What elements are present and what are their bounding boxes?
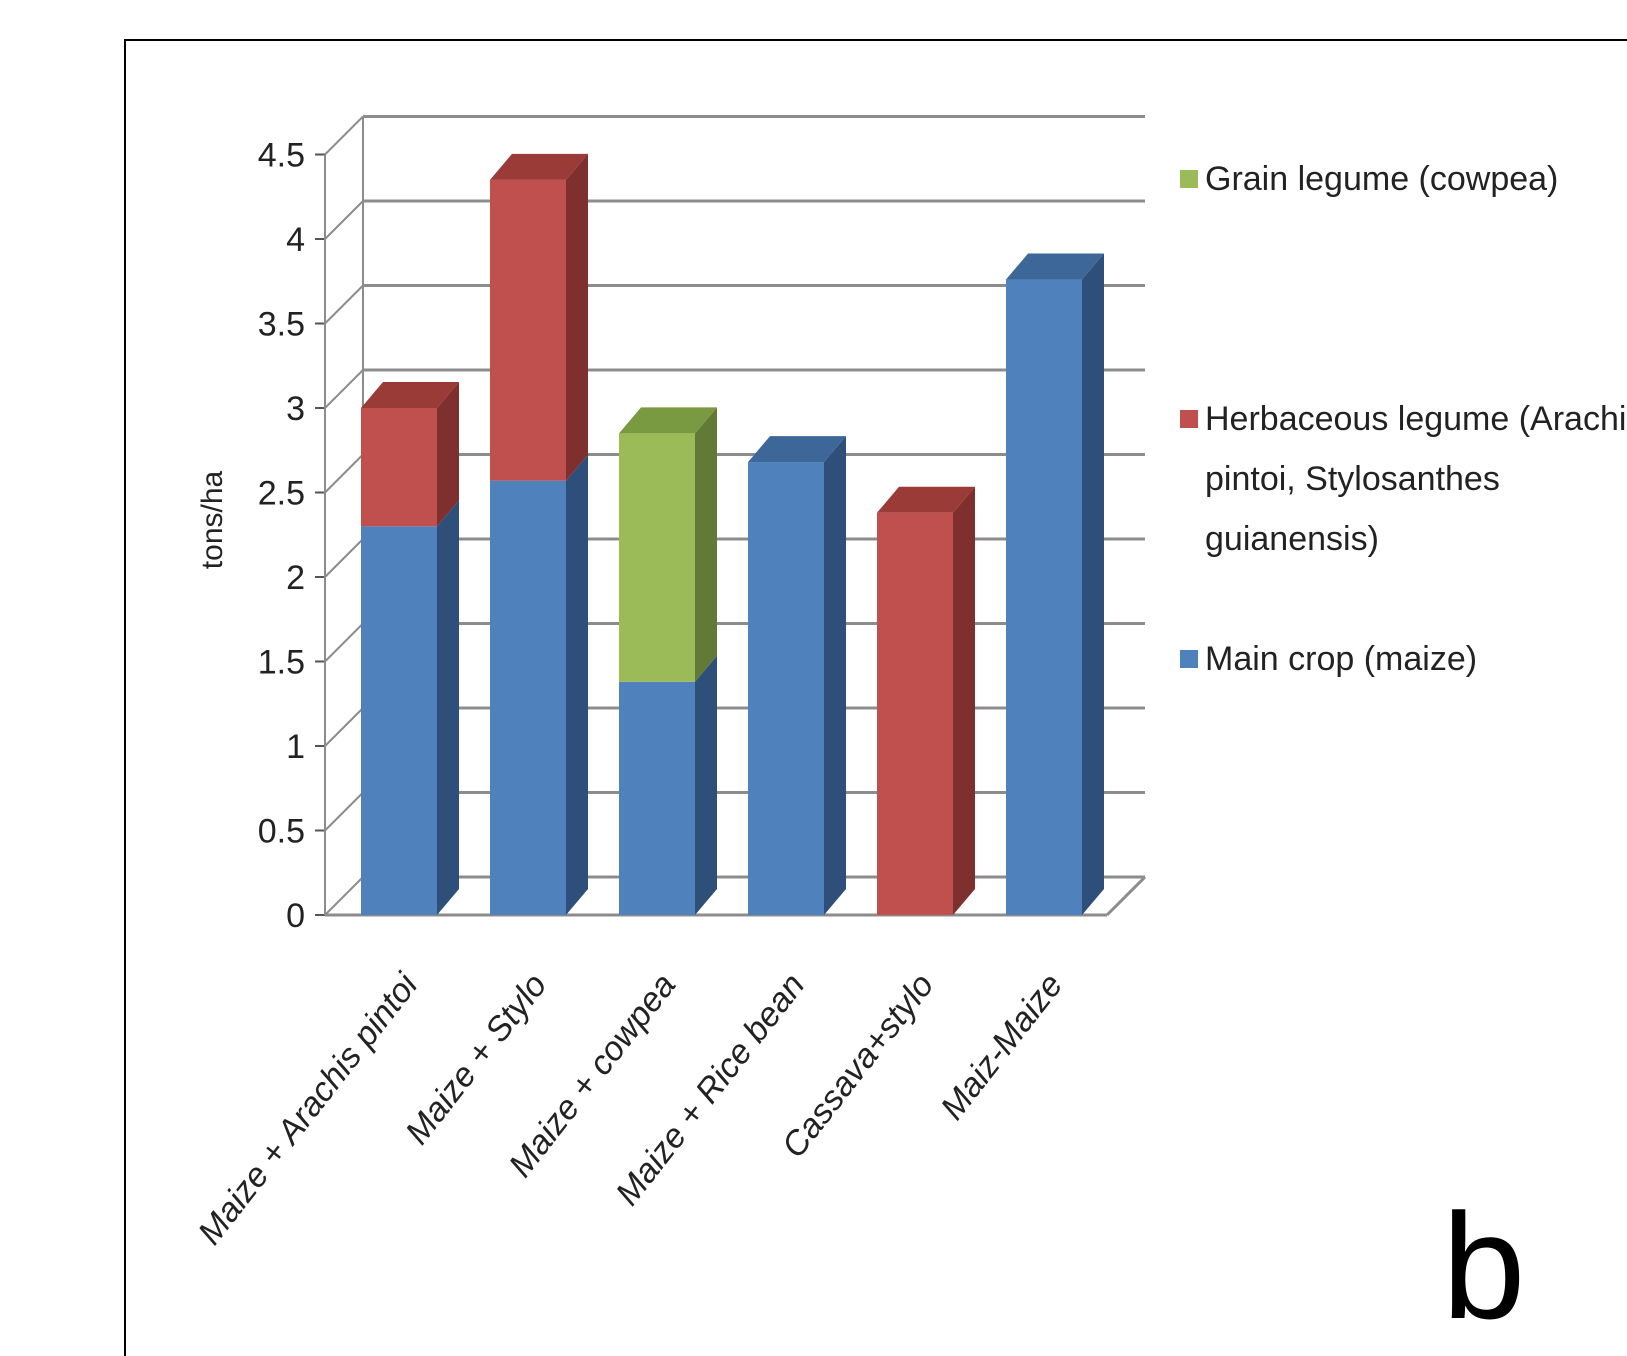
floor-right-edge xyxy=(1105,875,1147,917)
bars xyxy=(361,153,1104,915)
bar-top xyxy=(361,382,459,408)
gridline-diagonal xyxy=(324,453,364,494)
gridline-diagonal xyxy=(324,284,364,325)
y-tick-label: 3.5 xyxy=(258,306,305,344)
gridline-diagonal xyxy=(324,791,364,832)
bar-top xyxy=(1006,253,1104,280)
legend-label: Grain legume (cowpea) xyxy=(1205,160,1558,198)
y-axis-label: tons/ha xyxy=(196,470,229,569)
legend-swatch xyxy=(1180,650,1198,668)
bar-segment-side xyxy=(953,486,975,915)
gridline-diagonal xyxy=(324,876,364,916)
bar-segment xyxy=(619,681,695,915)
bar-segment xyxy=(361,408,437,527)
y-tick-label: 0.5 xyxy=(258,813,305,851)
gridline-diagonal xyxy=(324,115,364,156)
bar-segment xyxy=(361,526,437,915)
bar-segment-side xyxy=(1082,253,1104,915)
legend-swatch xyxy=(1180,170,1198,188)
panel-letter: b xyxy=(1442,1182,1525,1350)
bar-top xyxy=(748,436,846,463)
bar-segment-side xyxy=(695,655,717,915)
bar-segment-side xyxy=(566,153,588,481)
gridline-diagonal xyxy=(324,369,364,409)
legend-label-line: Grain legume (cowpea) xyxy=(1205,160,1558,198)
bar-segment xyxy=(490,179,566,481)
y-tick-label: 4 xyxy=(286,221,305,259)
legend-label-line: Herbaceous legume (Arachis xyxy=(1205,400,1627,438)
y-axis: 0 0.5 1 1.5 2 2.5 3 3.5 4 4.5 xyxy=(258,137,326,935)
bar-segment xyxy=(1006,279,1082,915)
gridline-diagonal xyxy=(324,622,364,663)
bar-segment-side xyxy=(437,382,459,527)
legend-label-line: Main crop (maize) xyxy=(1205,640,1477,678)
y-tick-label: 4.5 xyxy=(258,137,305,175)
legend-label: Main crop (maize) xyxy=(1205,640,1477,678)
bar-segment-side xyxy=(437,500,459,915)
gridline-diagonal xyxy=(324,200,364,240)
legend-label: Herbaceous legume (Arachis pintoi, Stylos… xyxy=(1205,400,1627,558)
bar-segment-side xyxy=(695,407,717,682)
y-tick-label: 2.5 xyxy=(258,475,305,513)
bar-top xyxy=(490,153,588,180)
y-tick-label: 2 xyxy=(286,559,305,597)
gridline-diagonal xyxy=(324,707,364,747)
bar-segment xyxy=(877,512,953,915)
legend-swatch xyxy=(1180,410,1198,428)
bar-segment-side xyxy=(566,454,588,915)
legend: Grain legume (cowpea) Herbaceous legume (… xyxy=(1180,160,1627,678)
gridline-diagonal xyxy=(324,538,364,578)
legend-label-line: guianensis) xyxy=(1205,520,1379,558)
y-tick-label: 1 xyxy=(286,728,305,766)
bar-segment-side xyxy=(824,436,846,915)
bar-top xyxy=(877,486,975,513)
bar-top xyxy=(619,407,717,434)
y-tick-label: 1.5 xyxy=(258,644,305,682)
bar-segment xyxy=(619,433,695,682)
y-tick-label: 3 xyxy=(286,390,305,428)
legend-label-line: pintoi, Stylosanthes xyxy=(1205,460,1500,498)
y-tick-label: 0 xyxy=(286,897,305,935)
bar-segment xyxy=(748,462,824,915)
bar-segment xyxy=(490,480,566,915)
figure-frame xyxy=(124,39,1627,1356)
